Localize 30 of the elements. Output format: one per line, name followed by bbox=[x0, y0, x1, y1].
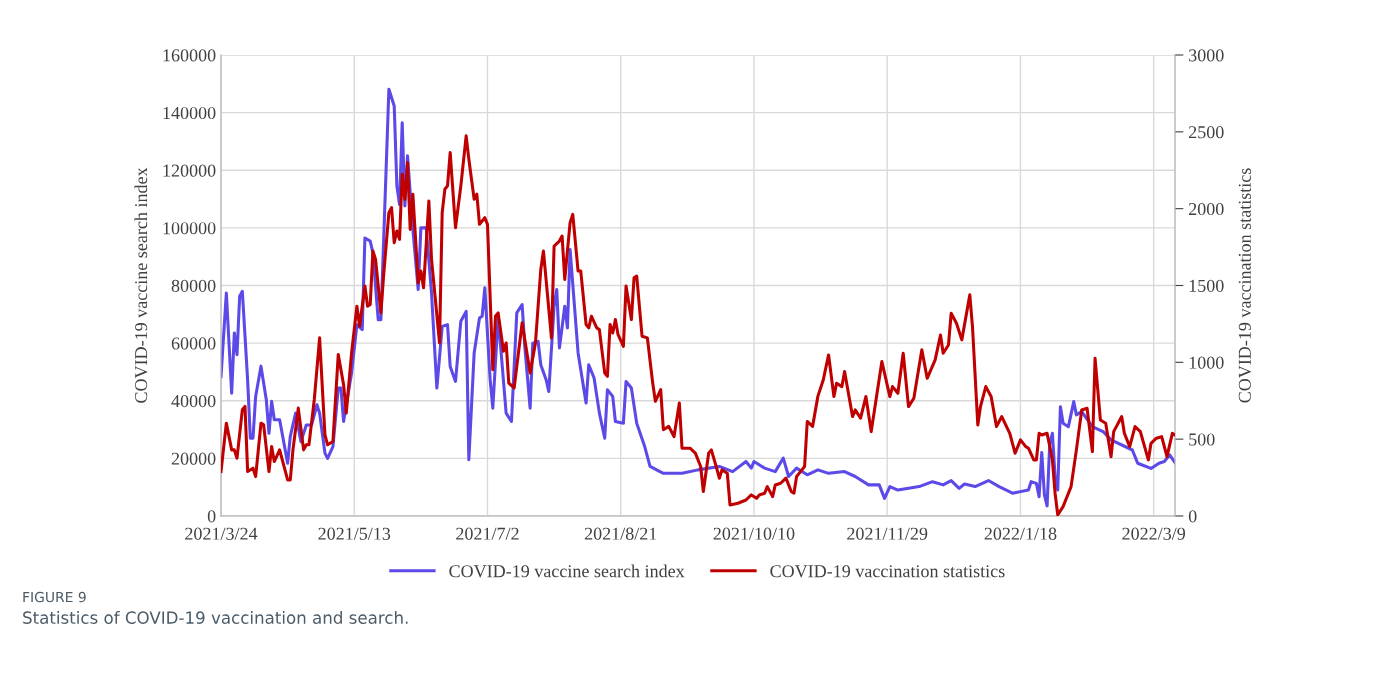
y-tick-label: 60000 bbox=[171, 337, 216, 350]
caption: FIGURE 9 bbox=[23, 591, 86, 603]
x-tick-label: 2021/8/21 bbox=[584, 527, 657, 540]
x-tick-label: 2021/10/10 bbox=[713, 527, 795, 540]
y2-tick-label: 1500 bbox=[1189, 279, 1224, 292]
x-tick-label: 2022/3/9 bbox=[1122, 527, 1186, 540]
legend-label: COVID-19 vaccination statistics bbox=[770, 565, 1005, 578]
y2-tick-label: 2500 bbox=[1188, 126, 1224, 139]
text: Statistics of COVID-19 vaccination and search. bbox=[23, 611, 408, 624]
x-tick-label: 2021/3/24 bbox=[185, 527, 258, 540]
y2-tick-label: 3000 bbox=[1189, 49, 1224, 62]
y-tick-label: 120000 bbox=[163, 164, 216, 177]
x-tick-label: 2021/11/29 bbox=[847, 527, 928, 540]
y2-axis-title: COVID-19 vaccination statistics bbox=[1238, 168, 1251, 403]
legend-label: COVID-19 vaccine search index bbox=[449, 564, 685, 578]
y2-tick-label: 1000 bbox=[1189, 356, 1224, 369]
y-tick-label: 40000 bbox=[171, 394, 216, 408]
x-tick-label: 2021/7/2 bbox=[456, 527, 519, 540]
y2-tick-label: 0 bbox=[1188, 510, 1197, 523]
y-tick-label: 0 bbox=[207, 510, 216, 523]
x-tick-label: 2022/1/18 bbox=[984, 527, 1057, 540]
y2-tick-label: 500 bbox=[1189, 433, 1215, 446]
y-tick-label: 160000 bbox=[163, 49, 216, 62]
x-tick-label: 2021/5/13 bbox=[318, 527, 391, 540]
y-tick-label: 140000 bbox=[163, 106, 216, 120]
y-tick-label: 100000 bbox=[163, 222, 216, 235]
y2-tick-label: 2000 bbox=[1188, 202, 1224, 216]
y-axis-title: COVID-19 vaccine search index bbox=[134, 167, 148, 403]
y-tick-label: 80000 bbox=[171, 279, 216, 292]
y-tick-label: 20000 bbox=[171, 452, 216, 465]
